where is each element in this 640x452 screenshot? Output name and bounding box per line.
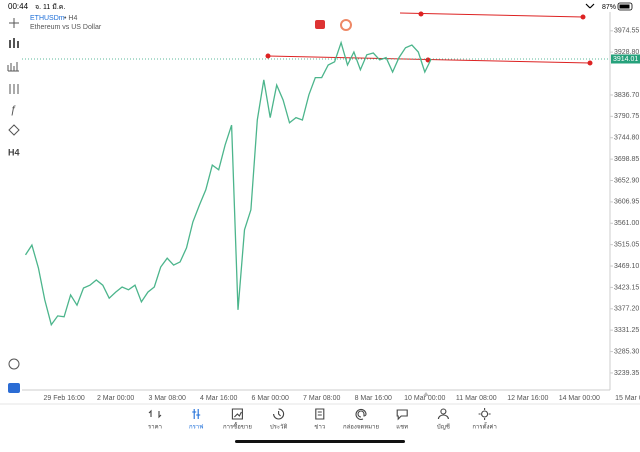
x-tick-label: 6 Mar 00:00 (252, 395, 289, 402)
status-time: 00:44 (8, 2, 29, 11)
y-tick-label: 3698.85 (614, 156, 639, 163)
tab-icon (148, 409, 162, 419)
trend-point[interactable] (418, 11, 424, 17)
tab-label: กล่องจดหมาย (343, 424, 379, 431)
y-tick-label: 3928.80 (614, 49, 639, 56)
tab-label: ราคา (148, 424, 162, 431)
tab-label: ข่าว (314, 424, 325, 431)
y-tick-label: 3469.10 (614, 263, 639, 270)
tab-icon (231, 408, 243, 420)
symbol-name[interactable]: ETHUSDm (30, 15, 65, 22)
y-tick-label: 3836.70 (614, 92, 639, 99)
trend-point[interactable] (265, 53, 271, 59)
objects-tool[interactable] (8, 124, 20, 136)
wifi-icon (585, 3, 595, 9)
y-tick-label: 3515.05 (614, 241, 639, 248)
y-tick-label: 3974.55 (614, 28, 639, 35)
tab[interactable]: การตั้งค่า (472, 408, 497, 431)
battery-level: 87% (602, 4, 616, 11)
y-tick-label: 3561.00 (614, 220, 639, 227)
y-tick-label: 3331.25 (614, 327, 639, 334)
tab-label: การซื้อขาย (223, 421, 252, 431)
timeframe-button[interactable]: H4 (8, 147, 20, 157)
price-line (24, 40, 432, 327)
tab[interactable]: ราคา (148, 409, 162, 431)
x-tick-label: 7 Mar 08:00 (303, 395, 340, 402)
function-tool[interactable]: ƒ (10, 104, 16, 116)
status-date: จ. 11 มี.ค. (35, 3, 65, 11)
symbol-description: Ethereum vs US Dollar (30, 24, 102, 31)
y-tick-label: 3744.80 (614, 135, 639, 142)
trend-lines (265, 11, 593, 66)
x-tick-label: 29 Feb 16:00 (44, 395, 85, 402)
tab[interactable]: บัญชี (437, 408, 450, 431)
indicator-icon[interactable] (340, 19, 352, 31)
tab-label: บัญชี (437, 423, 450, 431)
tab-label: แชท (396, 424, 408, 431)
tab-icon (437, 408, 449, 420)
x-tick-label: 15 Mar 08 (615, 395, 640, 402)
y-tick-label: 3285.30 (614, 348, 639, 355)
y-tick-label: 3239.35 (614, 370, 639, 377)
scroll-marker (423, 392, 429, 396)
y-tick-label: 3377.20 (614, 306, 639, 313)
tab[interactable]: กล่องจดหมาย (343, 408, 379, 431)
current-price-box (611, 54, 640, 64)
battery-icon (617, 2, 633, 11)
tab-label: การตั้งค่า (472, 421, 496, 431)
tab-label: ประวัติ (270, 424, 288, 431)
chart-type-tool[interactable] (9, 38, 19, 48)
x-tick-label: 10 Mar 00:00 (404, 395, 445, 402)
tab[interactable]: แชท (396, 409, 408, 431)
x-tick-label: 14 Mar 00:00 (559, 395, 600, 402)
trend-line[interactable] (399, 12, 584, 18)
y-tick-label: 3423.15 (614, 284, 639, 291)
search-tool[interactable] (8, 358, 20, 370)
indicators-tool[interactable] (9, 84, 19, 94)
tab[interactable]: กราฟ (189, 409, 203, 431)
tab-label: กราฟ (189, 424, 203, 431)
y-tick-label: 3652.90 (614, 177, 639, 184)
tab-icon (273, 408, 285, 420)
volume-tool[interactable] (7, 62, 19, 72)
tab[interactable]: ข่าว (314, 408, 325, 431)
x-tick-label: 12 Mar 16:00 (507, 395, 548, 402)
x-tick-label: 4 Mar 16:00 (200, 395, 237, 402)
current-price-label: 3914.01 (613, 56, 638, 63)
home-indicator (235, 440, 405, 443)
tab[interactable]: การซื้อขาย (223, 408, 252, 431)
app-logo (8, 383, 20, 393)
trend-point[interactable] (587, 60, 593, 66)
y-tick-label: 3606.95 (614, 199, 639, 206)
left-toolbar: ƒ (7, 18, 20, 370)
tab-icon (478, 408, 491, 420)
tab-icon (355, 408, 367, 420)
tab-icon (396, 409, 408, 421)
one-click-icon[interactable] (315, 20, 325, 29)
trend-point[interactable] (580, 14, 586, 20)
battery-fill (619, 4, 630, 9)
x-tick-label: 3 Mar 08:00 (149, 395, 186, 402)
crosshair-tool[interactable] (9, 18, 19, 28)
tab-icon (315, 408, 325, 420)
x-tick-label: 2 Mar 00:00 (97, 395, 134, 402)
x-tick-label: 8 Mar 16:00 (355, 395, 392, 402)
tab[interactable]: ประวัติ (270, 408, 288, 431)
symbol-period: • H4 (64, 15, 77, 22)
x-tick-label: 11 Mar 08:00 (456, 395, 497, 402)
y-tick-label: 3790.75 (614, 113, 639, 120)
tab-icon (192, 409, 201, 419)
